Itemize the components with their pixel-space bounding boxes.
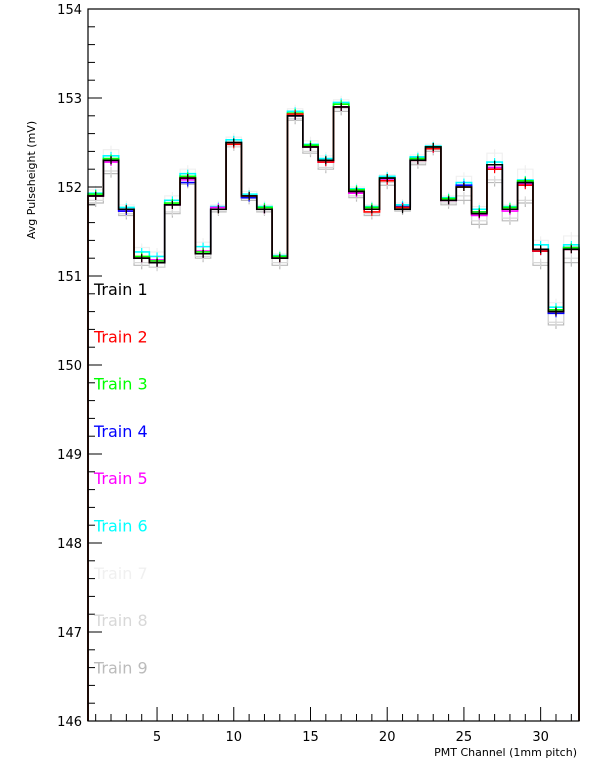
legend-entry-4: Train 4 [93, 422, 148, 441]
legend-entry-1: Train 1 [93, 280, 148, 299]
y-tick-label: 149 [57, 448, 82, 463]
series-5-line [87, 106, 580, 721]
series-9-line [87, 110, 580, 721]
series-6 [87, 98, 580, 721]
series-1-line [87, 106, 580, 721]
legend-entry-2: Train 2 [93, 327, 148, 346]
legend-entry-3: Train 3 [93, 375, 148, 394]
legend-entry-8: Train 8 [93, 611, 148, 630]
series-1 [87, 102, 580, 721]
y-tick-label: 150 [57, 359, 82, 374]
series-3 [87, 100, 580, 721]
y-axis-title: Avg Pulseheight (mV) [25, 121, 38, 239]
series-5 [87, 102, 580, 721]
x-tick-label: 20 [379, 730, 396, 745]
series-7-line [87, 99, 580, 721]
x-axis-title: PMT Channel (1mm pitch) [434, 746, 577, 759]
series-4 [87, 102, 580, 721]
series-3-line [87, 103, 580, 721]
legend-entry-7: Train 7 [93, 564, 148, 583]
y-tick-label: 151 [57, 270, 82, 285]
y-tick-label: 148 [57, 537, 82, 552]
x-tick-label: 10 [225, 730, 242, 745]
series-9 [87, 107, 580, 721]
series-2 [87, 102, 580, 721]
y-tick-label: 152 [57, 181, 82, 196]
y-tick-label: 154 [57, 3, 82, 18]
x-tick-label: 15 [302, 730, 319, 745]
series-7 [87, 95, 580, 721]
series-4-line [87, 106, 580, 721]
y-tick-label: 147 [57, 626, 82, 641]
series-2-line [87, 106, 580, 721]
y-tick-label: 146 [57, 715, 82, 730]
series-8 [87, 104, 580, 721]
y-tick-label: 153 [57, 92, 82, 107]
series-6-line [87, 101, 580, 721]
legend-entry-9: Train 9 [93, 658, 148, 677]
x-tick-label: 5 [153, 730, 161, 745]
legend-entry-6: Train 6 [93, 517, 148, 536]
x-tick-label: 25 [456, 730, 473, 745]
series-8-line [87, 108, 580, 721]
x-tick-label: 30 [532, 730, 549, 745]
legend-entry-5: Train 5 [93, 469, 148, 488]
